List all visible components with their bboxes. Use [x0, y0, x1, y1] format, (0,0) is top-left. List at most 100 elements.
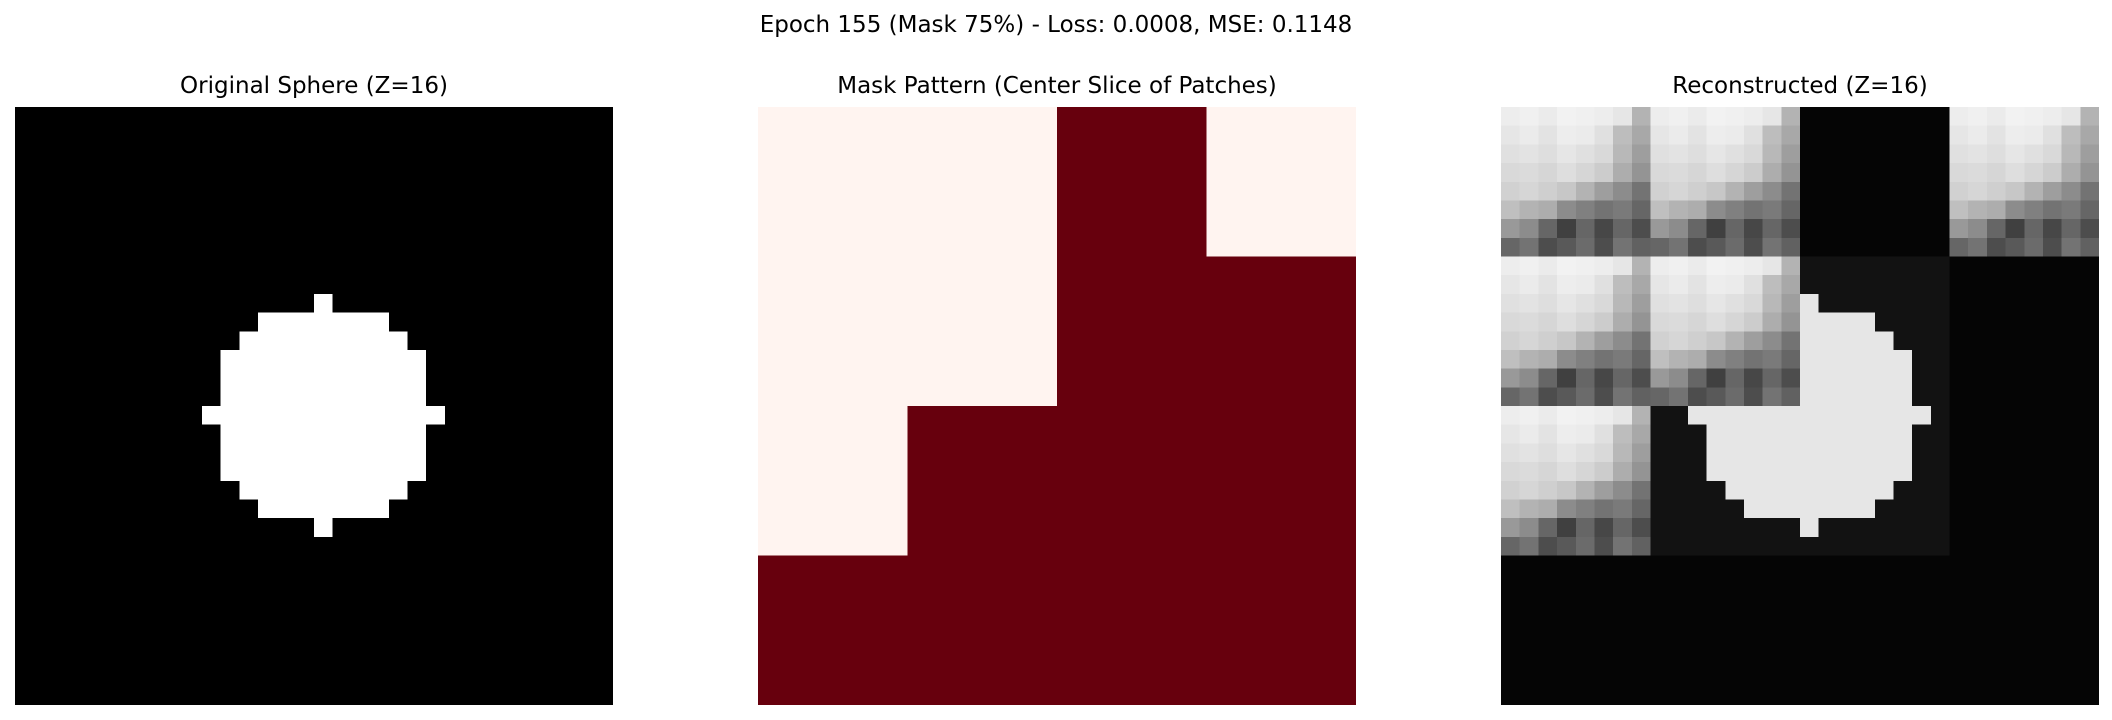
reconstructed-cell [1930, 536, 1951, 557]
heatmap-cell [594, 387, 613, 407]
reconstructed-cell [1893, 406, 1913, 426]
reconstructed-cell [1687, 144, 1708, 164]
reconstructed-cell [1856, 443, 1876, 463]
reconstructed-cell [1706, 387, 1726, 407]
reconstructed-cell [1912, 462, 1932, 482]
heatmap-cell [407, 368, 427, 388]
reconstructed-cell [1557, 424, 1577, 444]
reconstructed-cell [1930, 275, 1951, 295]
reconstructed-cell [1706, 686, 1726, 705]
reconstructed-cell [1631, 368, 1652, 388]
reconstructed-cell [1762, 107, 1782, 127]
heatmap-cell [500, 181, 521, 202]
heatmap-cell [89, 181, 110, 202]
heatmap-cell [519, 256, 539, 276]
heatmap-cell [538, 256, 558, 276]
heatmap-cell [388, 630, 409, 650]
reconstructed-cell [1557, 648, 1577, 669]
reconstructed-cell [2080, 592, 2099, 613]
reconstructed-cell [2005, 331, 2025, 351]
heatmap-cell [239, 667, 259, 687]
reconstructed-cell [1519, 368, 1539, 388]
heatmap-cell [388, 331, 409, 351]
reconstructed-cell [1706, 667, 1726, 687]
reconstructed-cell [1575, 312, 1596, 332]
reconstructed-cell [1837, 219, 1857, 239]
reconstructed-cell [1874, 462, 1895, 482]
reconstructed-cell [1519, 499, 1539, 519]
heatmap-cell [257, 667, 278, 687]
reconstructed-cell [1930, 163, 1951, 183]
heatmap-cell [500, 275, 521, 295]
heatmap-cell [500, 331, 521, 351]
heatmap-cell [519, 424, 539, 444]
heatmap-cell [426, 630, 446, 650]
reconstructed-cell [1912, 181, 1932, 202]
heatmap-cell [239, 611, 259, 631]
heatmap-cell [351, 219, 371, 239]
heatmap-cell [556, 256, 577, 276]
reconstructed-cell [1594, 462, 1614, 482]
heatmap-cell [295, 648, 315, 669]
reconstructed-cell [2061, 331, 2081, 351]
reconstructed-cell [1650, 480, 1670, 501]
heatmap-cell [575, 312, 595, 332]
reconstructed-cell [1613, 686, 1633, 705]
heatmap-cell [295, 331, 315, 351]
heatmap-cell [183, 462, 203, 482]
reconstructed-cell [1631, 518, 1652, 538]
mask-cell [758, 406, 909, 557]
reconstructed-cell [1800, 293, 1820, 314]
heatmap-cell [519, 387, 539, 407]
reconstructed-cell [1575, 406, 1596, 426]
heatmap-cell [519, 200, 539, 220]
heatmap-cell [145, 611, 166, 631]
reconstructed-cell [1800, 406, 1820, 426]
heatmap-cell [500, 686, 521, 705]
heatmap-cell [239, 219, 259, 239]
heatmap-cell [295, 163, 315, 183]
reconstructed-cell [1631, 125, 1652, 145]
reconstructed-cell [1650, 574, 1670, 594]
reconstructed-cell [1501, 107, 1521, 127]
heatmap-cell [71, 275, 91, 295]
heatmap-cell [444, 667, 465, 687]
reconstructed-cell [1650, 536, 1670, 557]
reconstructed-cell [1874, 518, 1895, 538]
heatmap-cell [164, 293, 184, 314]
reconstructed-cell [1743, 574, 1764, 594]
heatmap-cell [556, 499, 577, 519]
heatmap-cell [463, 256, 483, 276]
heatmap-cell [239, 107, 259, 127]
heatmap-cell [370, 125, 390, 145]
reconstructed-cell [1800, 424, 1820, 444]
reconstructed-cell [1949, 592, 1969, 613]
reconstructed-cell [1743, 163, 1764, 183]
heatmap-cell [519, 237, 539, 258]
reconstructed-cell [1912, 630, 1932, 650]
heatmap-cell [407, 107, 427, 127]
heatmap-cell [295, 443, 315, 463]
reconstructed-cell [1725, 611, 1745, 631]
reconstructed-cell [1687, 181, 1708, 202]
heatmap-cell [239, 536, 259, 557]
heatmap-cell [426, 219, 446, 239]
heatmap-cell [388, 275, 409, 295]
reconstructed-cell [1538, 275, 1558, 295]
heatmap-cell [220, 368, 240, 388]
reconstructed-cell [1669, 293, 1689, 314]
heatmap-cell [426, 163, 446, 183]
reconstructed-cell [1743, 406, 1764, 426]
reconstructed-cell [2080, 163, 2099, 183]
heatmap-cell [463, 200, 483, 220]
reconstructed-cell [1631, 686, 1652, 705]
reconstructed-cell [1743, 499, 1764, 519]
reconstructed-cell [1725, 686, 1745, 705]
heatmap-cell [575, 536, 595, 557]
reconstructed-cell [1930, 443, 1951, 463]
reconstructed-cell [1594, 406, 1614, 426]
heatmap-cell [332, 387, 352, 407]
heatmap-cell [276, 181, 296, 202]
reconstructed-cell [1631, 293, 1652, 314]
heatmap-cell [89, 125, 110, 145]
